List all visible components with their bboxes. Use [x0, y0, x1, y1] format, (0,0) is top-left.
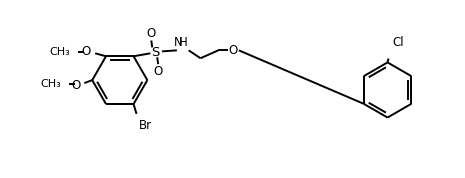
- Text: O: O: [153, 65, 163, 78]
- Text: S: S: [151, 46, 159, 59]
- Text: O: O: [146, 27, 156, 40]
- Text: CH₃: CH₃: [40, 79, 61, 89]
- Text: Cl: Cl: [392, 36, 404, 49]
- Text: O: O: [81, 45, 90, 58]
- Text: Br: Br: [139, 119, 152, 132]
- Text: O: O: [228, 44, 238, 57]
- Text: O: O: [71, 78, 80, 91]
- Text: H: H: [179, 36, 187, 49]
- Text: N: N: [173, 36, 182, 49]
- Text: CH₃: CH₃: [50, 47, 71, 57]
